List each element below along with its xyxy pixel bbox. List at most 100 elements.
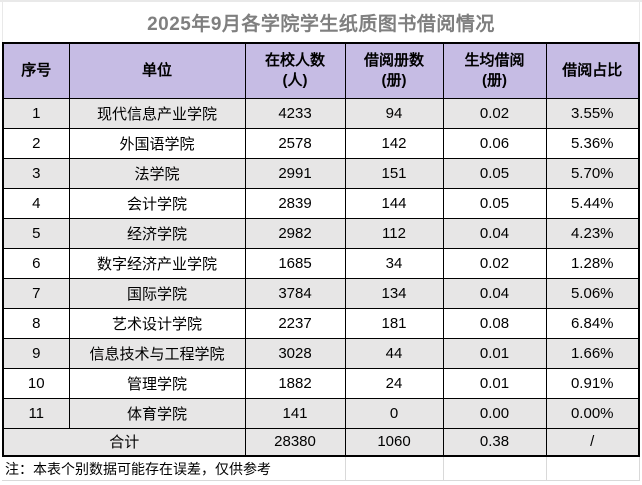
table-total-section: 合计 28380 1060 0.38 / xyxy=(2,427,640,457)
cell-share: 0.00% xyxy=(545,397,640,429)
header-unit: 单位 xyxy=(68,42,246,99)
header-no: 序号 xyxy=(2,42,70,99)
empty-cell xyxy=(345,457,443,480)
cell-unit: 体育学院 xyxy=(68,397,246,429)
table-row: 10 管理学院 1882 24 0.01 0.91% xyxy=(2,367,640,399)
title-row: 2025年9月各学院学生纸质图书借阅情况 xyxy=(2,2,640,42)
cell-no: 11 xyxy=(2,397,70,429)
cell-per-student: 0.06 xyxy=(442,127,547,159)
table-row: 7 国际学院 3784 134 0.04 5.06% xyxy=(2,277,640,309)
cell-no: 4 xyxy=(2,187,70,219)
cell-borrowed: 94 xyxy=(344,97,444,129)
cell-borrowed: 24 xyxy=(344,367,444,399)
table-header-row: 序号 单位 在校人数 (人) 借阅册数 (册) 生均借阅 (册) 借阅占比 xyxy=(2,42,640,99)
cell-no: 5 xyxy=(2,217,70,249)
cell-share: 5.70% xyxy=(545,157,640,189)
cell-share: 5.44% xyxy=(545,187,640,219)
table-row: 4 会计学院 2839 144 0.05 5.44% xyxy=(2,187,640,219)
cell-enrolled: 3028 xyxy=(244,337,346,369)
table-row: 5 经济学院 2982 112 0.04 4.23% xyxy=(2,217,640,249)
table-row: 1 现代信息产业学院 4233 94 0.02 3.55% xyxy=(2,97,640,129)
cell-enrolled: 3784 xyxy=(244,277,346,309)
cell-no: 9 xyxy=(2,337,70,369)
cell-no: 6 xyxy=(2,247,70,279)
cell-enrolled: 1685 xyxy=(244,247,346,279)
total-borrowed: 1060 xyxy=(344,427,444,457)
table-row: 2 外国语学院 2578 142 0.06 5.36% xyxy=(2,127,640,159)
cell-no: 7 xyxy=(2,277,70,309)
cell-per-student: 0.04 xyxy=(442,217,547,249)
total-per-student: 0.38 xyxy=(442,427,547,457)
total-label: 合计 xyxy=(2,427,246,457)
cell-borrowed: 0 xyxy=(344,397,444,429)
cell-per-student: 0.02 xyxy=(442,97,547,129)
cell-enrolled: 2237 xyxy=(244,307,346,339)
cell-per-student: 0.04 xyxy=(442,277,547,309)
cell-unit: 现代信息产业学院 xyxy=(68,97,246,129)
cell-unit: 管理学院 xyxy=(68,367,246,399)
empty-cell xyxy=(443,457,546,480)
cell-no: 1 xyxy=(2,97,70,129)
cell-per-student: 0.08 xyxy=(442,307,547,339)
cell-share: 3.55% xyxy=(545,97,640,129)
cell-borrowed: 34 xyxy=(344,247,444,279)
cell-share: 1.28% xyxy=(545,247,640,279)
footnote-row: 注：本表个别数据可能存在误差，仅供参考 xyxy=(2,457,640,481)
top-divider xyxy=(0,0,642,2)
cell-no: 10 xyxy=(2,367,70,399)
cell-borrowed: 181 xyxy=(344,307,444,339)
cell-share: 4.23% xyxy=(545,217,640,249)
header-per-student: 生均借阅 (册) xyxy=(442,42,547,99)
cell-unit: 法学院 xyxy=(68,157,246,189)
header-enrolled: 在校人数 (人) xyxy=(244,42,346,99)
cell-enrolled: 2982 xyxy=(244,217,346,249)
cell-no: 2 xyxy=(2,127,70,159)
cell-unit: 艺术设计学院 xyxy=(68,307,246,339)
cell-share: 1.66% xyxy=(545,337,640,369)
cell-enrolled: 1882 xyxy=(244,367,346,399)
cell-share: 5.36% xyxy=(545,127,640,159)
cell-borrowed: 44 xyxy=(344,337,444,369)
cell-no: 3 xyxy=(2,157,70,189)
footnote-text: 注：本表个别数据可能存在误差，仅供参考 xyxy=(5,460,271,477)
cell-share: 0.91% xyxy=(545,367,640,399)
empty-cell xyxy=(546,457,638,480)
table-row: 8 艺术设计学院 2237 181 0.08 6.84% xyxy=(2,307,640,339)
cell-unit: 信息技术与工程学院 xyxy=(68,337,246,369)
cell-no: 8 xyxy=(2,307,70,339)
cell-per-student: 0.01 xyxy=(442,337,547,369)
cell-per-student: 0.01 xyxy=(442,367,547,399)
cell-share: 5.06% xyxy=(545,277,640,309)
cell-unit: 国际学院 xyxy=(68,277,246,309)
cell-per-student: 0.02 xyxy=(442,247,547,279)
cell-unit: 会计学院 xyxy=(68,187,246,219)
header-share: 借阅占比 xyxy=(545,42,640,99)
cell-per-student: 0.00 xyxy=(442,397,547,429)
cell-share: 6.84% xyxy=(545,307,640,339)
total-row: 合计 28380 1060 0.38 / xyxy=(2,427,640,457)
header-borrowed: 借阅册数 (册) xyxy=(344,42,444,99)
cell-borrowed: 142 xyxy=(344,127,444,159)
borrow-stats-table: 序号 单位 在校人数 (人) 借阅册数 (册) 生均借阅 (册) 借阅占比 1 … xyxy=(2,42,640,457)
cell-per-student: 0.05 xyxy=(442,187,547,219)
cell-enrolled: 4233 xyxy=(244,97,346,129)
cell-enrolled: 2839 xyxy=(244,187,346,219)
cell-enrolled: 2991 xyxy=(244,157,346,189)
table-body: 1 现代信息产业学院 4233 94 0.02 3.55% 2 外国语学院 25… xyxy=(2,97,640,429)
page-title: 2025年9月各学院学生纸质图书借阅情况 xyxy=(147,13,495,35)
cell-per-student: 0.05 xyxy=(442,157,547,189)
cell-unit: 外国语学院 xyxy=(68,127,246,159)
cell-enrolled: 141 xyxy=(244,397,346,429)
cell-borrowed: 151 xyxy=(344,157,444,189)
cell-unit: 经济学院 xyxy=(68,217,246,249)
table-row: 11 体育学院 141 0 0.00 0.00% xyxy=(2,397,640,429)
cell-borrowed: 134 xyxy=(344,277,444,309)
cell-borrowed: 112 xyxy=(344,217,444,249)
total-share: / xyxy=(545,427,640,457)
table-row: 3 法学院 2991 151 0.05 5.70% xyxy=(2,157,640,189)
table-row: 9 信息技术与工程学院 3028 44 0.01 1.66% xyxy=(2,337,640,369)
table-row: 6 数字经济产业学院 1685 34 0.02 1.28% xyxy=(2,247,640,279)
cell-borrowed: 144 xyxy=(344,187,444,219)
total-enrolled: 28380 xyxy=(244,427,346,457)
